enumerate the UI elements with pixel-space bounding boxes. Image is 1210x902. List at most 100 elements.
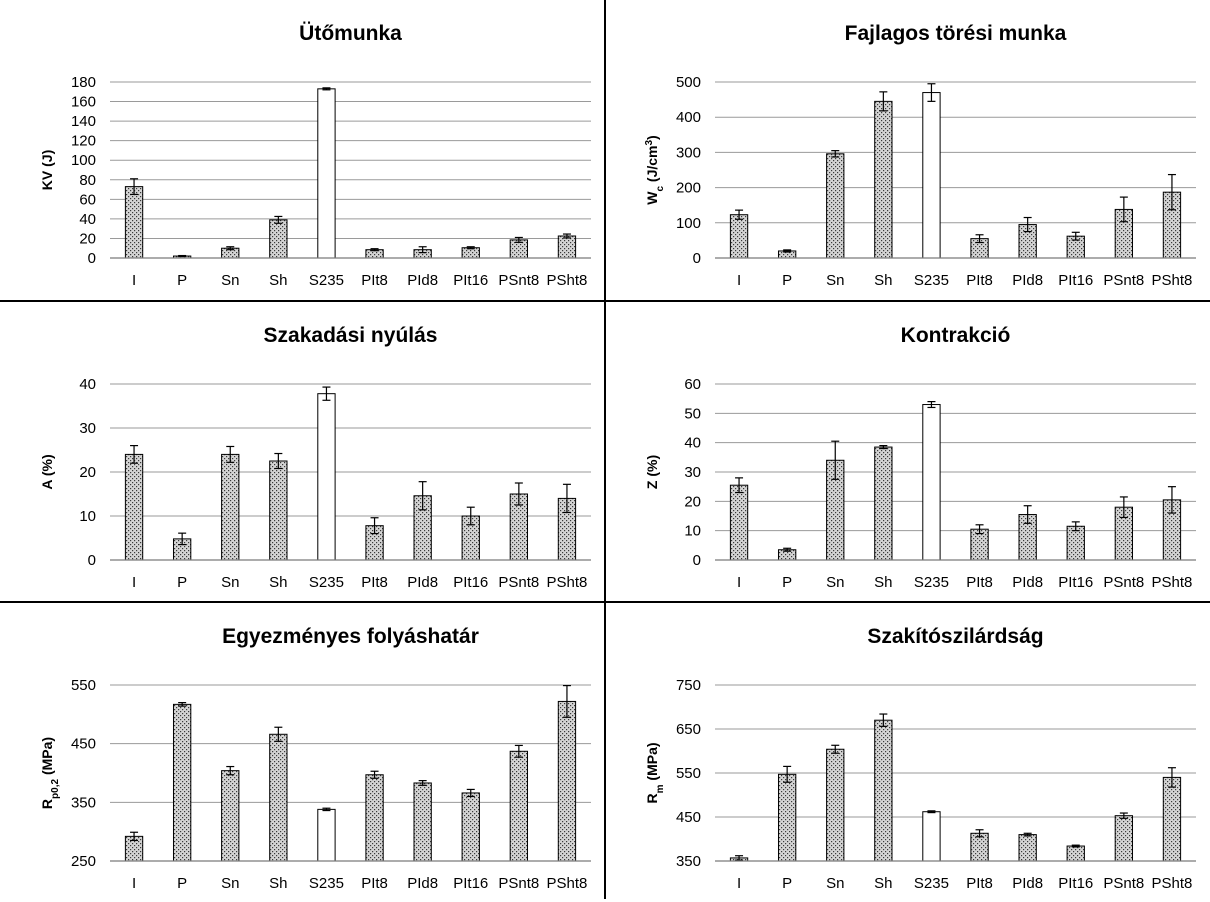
error-bar-psnt8: [514, 236, 523, 243]
bar-s235: [922, 811, 941, 862]
x-tick-label: Sh: [874, 875, 892, 892]
x-tick-label: PIt8: [966, 272, 993, 289]
bar-pid8: [1018, 834, 1037, 862]
error-bar-sn: [226, 246, 235, 251]
error-bar-sh: [274, 215, 283, 224]
y-tick-label: 60: [79, 191, 96, 208]
y-tick-label: 450: [676, 809, 701, 826]
x-tick-label: Sn: [826, 875, 844, 892]
error-bar-pit8: [975, 829, 984, 838]
x-tick-label: S235: [914, 875, 949, 892]
bar-pit16: [461, 792, 480, 862]
chart-svg: Szakítószilárdság 350 450 550 650 750 Rm (MPa)…: [644, 625, 1196, 892]
bar-pit8: [365, 774, 384, 862]
bar-psht8: [557, 235, 577, 259]
error-bar-s235: [927, 83, 936, 102]
bar-sn: [221, 453, 240, 561]
y-axis-label: Wc (J/cm3): [644, 135, 666, 204]
chart-svg: Egyezményes folyáshatár 250 350 450 550 Rp0,2…: [39, 625, 591, 892]
x-tick-label: PIt8: [966, 574, 993, 591]
bar-p: [777, 773, 797, 862]
y-tick-label: 400: [676, 109, 701, 126]
bar-sn: [826, 748, 845, 862]
bar-s235: [317, 393, 336, 561]
error-bar-s235: [322, 807, 331, 812]
y-tick-label: 350: [71, 794, 96, 811]
error-bar-pit16: [466, 246, 475, 250]
x-tick-label: PIt8: [966, 875, 993, 892]
y-tick-label: 100: [676, 215, 701, 232]
x-tick-label: Sh: [269, 875, 287, 892]
bar-sh: [874, 719, 893, 862]
y-tick-label: 350: [676, 853, 701, 870]
x-tick-label: PSnt8: [498, 272, 539, 289]
chart-title: Kontrakció: [901, 324, 1011, 347]
error-bar-i: [130, 831, 139, 842]
error-bar-i: [735, 855, 744, 861]
y-tick-label: 0: [88, 250, 96, 267]
bar-psnt8: [509, 750, 529, 862]
chart-panel-egyezmenyes-folyashatar: Egyezményes folyáshatár 250 350 450 550 Rp0,2…: [0, 603, 605, 902]
x-tick-label: PIt16: [453, 272, 488, 289]
bar-i: [124, 453, 144, 561]
x-tick-label: Sh: [269, 272, 287, 289]
y-tick-label: 0: [693, 250, 701, 267]
x-tick-label: PId8: [1012, 272, 1043, 289]
bar-sh: [874, 446, 893, 561]
bar-pit8: [970, 832, 989, 862]
error-bar-pid8: [1023, 216, 1032, 233]
x-tick-label: PIt16: [1058, 875, 1093, 892]
x-tick-label: PSht8: [547, 574, 588, 591]
y-tick-label: 40: [79, 211, 96, 228]
error-bar-p: [783, 249, 792, 253]
x-tick-label: PId8: [407, 272, 438, 289]
error-bar-psht8: [1167, 767, 1176, 788]
x-tick-label: Sh: [874, 574, 892, 591]
error-bar-psht8: [1167, 486, 1176, 514]
chart-panel-szakitoszilardsag: Szakítószilárdság 350 450 550 650 750 Rm (MPa)…: [605, 603, 1210, 902]
y-tick-label: 0: [693, 552, 701, 569]
y-tick-label: 160: [71, 94, 96, 111]
error-bar-psnt8: [1119, 196, 1128, 223]
error-bar-pit8: [370, 770, 379, 779]
y-tick-label: 60: [684, 376, 701, 393]
x-tick-label: PIt16: [1058, 272, 1093, 289]
x-tick-label: P: [177, 574, 187, 591]
error-bar-sn: [831, 440, 840, 480]
x-tick-label: PSnt8: [1103, 272, 1144, 289]
x-tick-label: P: [782, 272, 792, 289]
error-bar-pit16: [466, 788, 475, 798]
error-bar-pid8: [418, 481, 427, 511]
error-bar-psnt8: [514, 744, 523, 758]
x-tick-label: I: [132, 574, 136, 591]
chart-title: Ütőmunka: [299, 22, 402, 45]
x-tick-label: I: [132, 875, 136, 892]
x-tick-label: PSnt8: [1103, 875, 1144, 892]
error-bar-sh: [879, 713, 888, 727]
error-bar-p: [783, 547, 792, 552]
bar-s235: [317, 808, 336, 862]
x-tick-label: S235: [309, 574, 344, 591]
y-axis-label: Rp0,2 (MPa): [39, 737, 61, 809]
y-tick-label: 750: [676, 677, 701, 694]
y-tick-label: 80: [79, 172, 96, 189]
error-bar-s235: [927, 810, 936, 814]
error-bar-p: [178, 701, 187, 707]
y-tick-label: 10: [79, 508, 96, 525]
x-tick-label: S235: [309, 272, 344, 289]
y-tick-label: 20: [79, 230, 96, 247]
chart-panel-szakadasi-nyulas: Szakadási nyúlás 0 10 20 30 40 A (%) I P Sn Sh S235…: [0, 302, 605, 601]
chart-panel-fajlagos-toresi-munka: Fajlagos törési munka 0 100 200 300 400 500 Wc …: [605, 0, 1210, 299]
bar-i: [729, 214, 749, 259]
error-bar-pit8: [975, 234, 984, 244]
y-tick-label: 300: [676, 144, 701, 161]
x-tick-label: Sh: [874, 272, 892, 289]
y-tick-label: 180: [71, 74, 96, 91]
x-tick-label: P: [782, 875, 792, 892]
y-tick-label: 500: [676, 74, 701, 91]
bar-sh: [269, 733, 288, 862]
x-tick-label: PSht8: [1152, 875, 1193, 892]
bar-p: [172, 703, 192, 862]
error-bar-pid8: [418, 780, 427, 786]
y-axis-label: KV (J): [39, 150, 55, 190]
